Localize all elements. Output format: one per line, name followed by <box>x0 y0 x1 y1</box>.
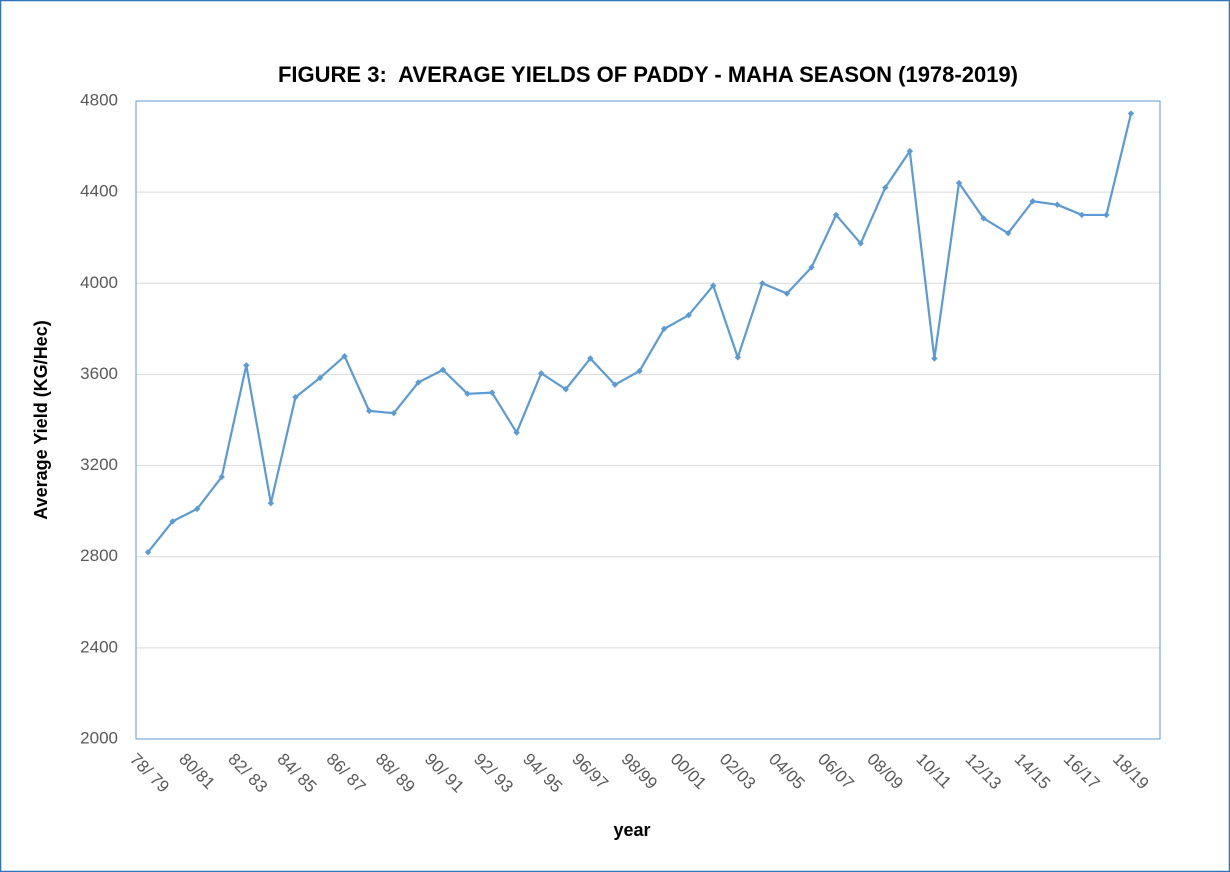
data-point <box>906 147 914 155</box>
data-point <box>1078 211 1086 219</box>
data-point <box>710 282 717 289</box>
data-point <box>562 386 569 393</box>
data-point <box>292 394 299 401</box>
data-point <box>1029 198 1036 205</box>
plot-area <box>135 100 1161 740</box>
data-point <box>144 548 152 556</box>
data-point <box>1103 211 1110 219</box>
data-point <box>390 409 397 417</box>
x-axis-title: year <box>613 820 650 840</box>
data-point <box>365 407 373 415</box>
data-point <box>759 280 766 287</box>
y-tick-label: 2000 <box>80 728 118 747</box>
data-point <box>611 381 619 388</box>
data-point <box>783 290 791 297</box>
data-point <box>734 354 741 361</box>
data-point <box>243 362 250 369</box>
data-point <box>955 179 963 187</box>
data-point <box>1054 201 1061 208</box>
data-point <box>218 473 225 481</box>
data-point <box>832 211 840 219</box>
y-tick-label: 4800 <box>80 90 118 109</box>
data-point <box>538 370 545 377</box>
chart-title: FIGURE 3: AVERAGE YIELDS OF PADDY - MAHA… <box>278 62 1018 87</box>
data-point <box>882 184 889 191</box>
data-point <box>857 240 864 247</box>
data-point <box>267 499 275 507</box>
data-point <box>488 389 496 396</box>
y-tick-label: 2400 <box>80 637 118 656</box>
data-point <box>660 325 668 333</box>
data-point <box>439 366 447 374</box>
y-tick-label: 2800 <box>80 546 118 565</box>
y-tick-label: 4000 <box>80 273 118 292</box>
data-point <box>931 355 938 362</box>
data-point <box>464 390 471 397</box>
data-point <box>415 379 422 386</box>
data-point <box>980 215 987 222</box>
data-point <box>685 311 692 319</box>
data-point <box>587 355 594 362</box>
data-point <box>169 518 176 525</box>
data-point <box>636 367 643 375</box>
y-axis-title: Average Yield (KG/Hec) <box>31 320 51 519</box>
y-tick-label: 3200 <box>80 455 118 474</box>
y-tick-label: 3600 <box>80 364 118 383</box>
y-tick-label: 4400 <box>80 182 118 201</box>
data-point <box>1004 229 1012 237</box>
series <box>144 110 1135 556</box>
data-point <box>316 374 324 382</box>
data-point <box>341 353 348 360</box>
data-point <box>808 264 815 271</box>
data-point <box>513 429 520 436</box>
data-point <box>1127 110 1135 117</box>
data-point <box>193 505 201 513</box>
